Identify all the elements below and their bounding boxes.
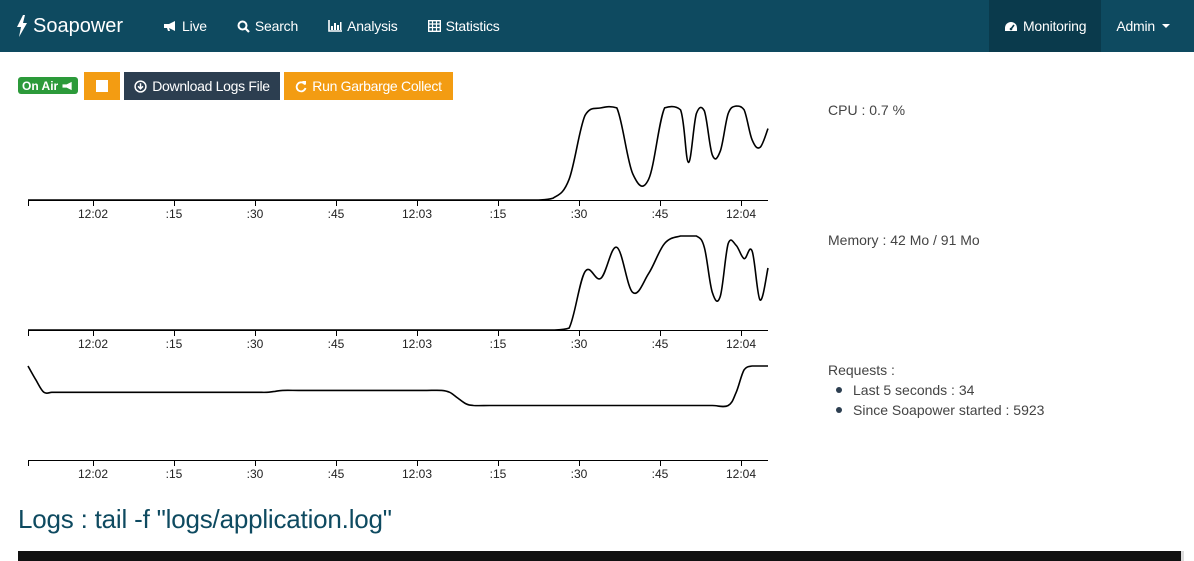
nav-item-statistics[interactable]: Statistics bbox=[413, 0, 515, 52]
memory-tick-label: 12:04 bbox=[726, 337, 756, 351]
cpu-tick-label: :30 bbox=[247, 207, 264, 221]
nav-label: Search bbox=[254, 18, 299, 34]
dashboard-icon bbox=[1004, 21, 1017, 31]
stop-button[interactable] bbox=[84, 72, 120, 100]
download-logs-button[interactable]: Download Logs File bbox=[124, 72, 280, 100]
requests-tick-label: :15 bbox=[490, 467, 507, 481]
cpu-tick-label: :15 bbox=[490, 207, 507, 221]
nav-label: Monitoring bbox=[1022, 18, 1087, 34]
memory-tick-label: :15 bbox=[490, 337, 507, 351]
requests-last5: Last 5 seconds : 34 bbox=[853, 382, 975, 398]
memory-stat: Memory : 42 Mo / 91 Mo bbox=[828, 232, 980, 248]
requests-since: Since Soapower started : 5923 bbox=[853, 402, 1045, 418]
requests-list: Last 5 seconds : 34 Since Soapower start… bbox=[836, 380, 1044, 420]
brand[interactable]: Soapower bbox=[16, 0, 123, 52]
memory-tick-label: 12:02 bbox=[78, 337, 108, 351]
log-output[interactable] bbox=[18, 551, 1181, 561]
requests-title: Requests : bbox=[828, 362, 895, 378]
nav-item-analysis[interactable]: Analysis bbox=[313, 0, 413, 52]
nav-item-admin[interactable]: Admin bbox=[1101, 0, 1194, 52]
download-logs-label: Download Logs File bbox=[152, 78, 270, 94]
stop-icon bbox=[96, 80, 108, 92]
cpu-tick-label: :30 bbox=[571, 207, 588, 221]
logs-title: Logs : tail -f "logs/application.log" bbox=[18, 504, 392, 534]
memory-tick-label: :30 bbox=[247, 337, 264, 351]
cpu-tick-label: 12:04 bbox=[726, 207, 756, 221]
bullet-icon bbox=[836, 407, 842, 413]
search-icon bbox=[237, 20, 250, 33]
navbar: Soapower Live Search Analysis Statistics… bbox=[0, 0, 1194, 52]
on-air-badge[interactable]: On Air bbox=[18, 77, 79, 94]
requests-tick-label: 12:03 bbox=[402, 467, 432, 481]
download-circle-icon bbox=[134, 79, 147, 93]
requests-chart: 12:02 :15 :30 :45 12:03 :15 :30 :45 12:04 bbox=[27, 365, 768, 481]
requests-tick-label: :30 bbox=[247, 467, 264, 481]
nav-label: Admin bbox=[1116, 18, 1155, 34]
memory-tick-label: 12:03 bbox=[402, 337, 432, 351]
bar-chart-icon bbox=[328, 20, 343, 32]
cpu-tick-label: 12:03 bbox=[402, 207, 432, 221]
requests-tick-label: 12:02 bbox=[78, 467, 108, 481]
cpu-tick-label: :15 bbox=[166, 207, 183, 221]
cpu-chart: 12:02 :15 :30 :45 12:03 :15 :30 :45 12:04 bbox=[28, 105, 769, 221]
on-air-label: On Air bbox=[22, 78, 59, 93]
list-item: Since Soapower started : 5923 bbox=[836, 400, 1044, 420]
requests-series-line bbox=[27, 365, 768, 408]
cpu-tick-label: :45 bbox=[652, 207, 669, 221]
table-icon bbox=[427, 20, 441, 32]
nav-label: Analysis bbox=[347, 18, 398, 34]
scrollbar[interactable] bbox=[1181, 551, 1184, 561]
nav-label: Live bbox=[182, 18, 207, 34]
caret-down-icon bbox=[1162, 24, 1170, 28]
nav-item-search[interactable]: Search bbox=[222, 0, 313, 52]
nav-item-live[interactable]: Live bbox=[148, 0, 222, 52]
requests-tick-label: :15 bbox=[166, 467, 183, 481]
cpu-series-line bbox=[28, 105, 769, 201]
memory-tick-label: :45 bbox=[652, 337, 669, 351]
bolt-icon bbox=[17, 15, 27, 37]
nav-label: Statistics bbox=[445, 18, 500, 34]
nav-links: Live Search Analysis Statistics bbox=[148, 0, 515, 52]
requests-tick-label: 12:04 bbox=[726, 467, 756, 481]
bullhorn-icon bbox=[62, 81, 72, 90]
nav-item-monitoring[interactable]: Monitoring bbox=[988, 0, 1102, 52]
memory-tick-label: :45 bbox=[328, 337, 345, 351]
memory-series-line bbox=[28, 235, 769, 331]
requests-tick-label: :30 bbox=[571, 467, 588, 481]
memory-chart: 12:02 :15 :30 :45 12:03 :15 :30 :45 12:04 bbox=[28, 235, 769, 351]
cpu-stat: CPU : 0.7 % bbox=[828, 102, 906, 118]
brand-label: Soapower bbox=[33, 14, 124, 37]
garbage-collect-button[interactable]: Run Garbarge Collect bbox=[284, 72, 453, 100]
memory-tick-label: :30 bbox=[571, 337, 588, 351]
refresh-icon bbox=[296, 80, 307, 92]
bullhorn-icon bbox=[164, 21, 175, 31]
cpu-tick-label: 12:02 bbox=[78, 207, 108, 221]
nav-right: Monitoring Admin bbox=[988, 0, 1194, 52]
list-item: Last 5 seconds : 34 bbox=[836, 380, 1044, 400]
requests-tick-label: :45 bbox=[328, 467, 345, 481]
requests-tick-label: :45 bbox=[652, 467, 669, 481]
bullet-icon bbox=[836, 387, 842, 393]
cpu-tick-label: :45 bbox=[328, 207, 345, 221]
garbage-collect-label: Run Garbarge Collect bbox=[312, 78, 442, 94]
memory-tick-label: :15 bbox=[166, 337, 183, 351]
